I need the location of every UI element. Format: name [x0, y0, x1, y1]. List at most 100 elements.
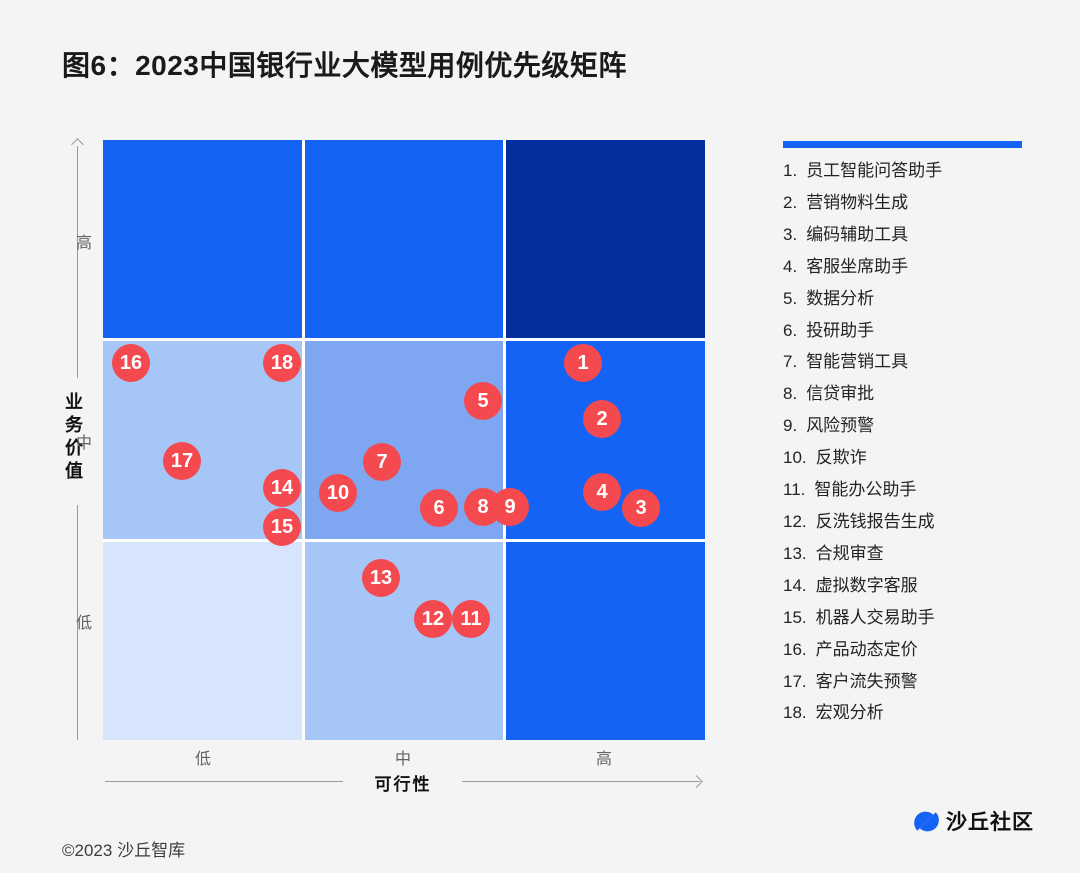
use-case-dot-4: 4	[583, 473, 621, 511]
brand-lockup: 沙丘社区	[913, 806, 1034, 836]
page-title: 图6：2023中国银行业大模型用例优先级矩阵	[62, 50, 627, 81]
legend-item-label: 风险预警	[806, 416, 875, 436]
legend-item-number: 13.	[783, 543, 807, 563]
x-axis-arrow-icon	[690, 775, 703, 788]
use-case-dot-13: 13	[362, 559, 400, 597]
legend-item-label: 机器人交易助手	[815, 607, 935, 627]
use-case-dot-1: 1	[564, 344, 602, 382]
legend-item-number: 16.	[783, 639, 807, 659]
use-case-dot-2: 2	[583, 400, 621, 438]
legend-item-label: 营销物料生成	[806, 192, 909, 212]
legend-item-label: 虚拟数字客服	[815, 575, 918, 595]
legend-item-14: 14. 虚拟数字客服	[783, 570, 1033, 602]
legend-item-number: 5.	[783, 288, 798, 308]
legend-item-label: 产品动态定价	[815, 639, 918, 659]
legend-item-1: 1. 员工智能问答助手	[783, 155, 1033, 187]
legend-item-number: 14.	[783, 575, 807, 595]
legend-item-number: 15.	[783, 607, 807, 627]
legend-item-number: 1.	[783, 161, 798, 180]
legend-item-8: 8. 信贷审批	[783, 378, 1033, 410]
legend-item-number: 3.	[783, 224, 798, 244]
matrix-cell	[103, 542, 302, 740]
legend-item-number: 8.	[783, 384, 798, 404]
legend-item-12: 12. 反洗钱报告生成	[783, 506, 1033, 538]
legend-item-label: 信贷审批	[806, 384, 875, 404]
use-case-dot-10: 10	[319, 474, 357, 512]
use-case-dot-5: 5	[464, 382, 502, 420]
use-case-dot-14: 14	[263, 469, 301, 507]
y-tick-low: 低	[75, 615, 92, 632]
legend-item-2: 2. 营销物料生成	[783, 187, 1033, 219]
legend-list: 1. 员工智能问答助手 2. 营销物料生成 3. 编码辅助工具 4. 客服坐席助手 5. 数据分析…	[783, 155, 1033, 729]
matrix-cell	[304, 542, 504, 740]
use-case-dot-9: 9	[491, 488, 529, 526]
legend-item-13: 13. 合规审查	[783, 538, 1033, 570]
use-case-dot-12: 12	[414, 600, 452, 638]
legend-item-label: 反欺诈	[815, 448, 867, 468]
use-case-dot-18: 18	[263, 344, 301, 382]
legend-item-label: 反洗钱报告生成	[815, 511, 935, 531]
matrix-cell	[304, 140, 504, 338]
legend-item-11: 11. 智能办公助手	[783, 474, 1033, 506]
legend-item-number: 18.	[783, 703, 807, 723]
legend-item-number: 2.	[783, 192, 798, 212]
legend-accent-bar	[783, 141, 1022, 148]
legend-item-label: 数据分析	[806, 288, 875, 308]
legend: 1. 员工智能问答助手 2. 营销物料生成 3. 编码辅助工具 4. 客服坐席助手 5. 数据分析…	[783, 141, 1033, 729]
matrix-cell	[506, 542, 705, 740]
legend-item-7: 7. 智能营销工具	[783, 346, 1033, 378]
brand-logo-icon	[914, 811, 939, 831]
legend-item-17: 17. 客户流失预警	[783, 666, 1033, 698]
use-case-dot-3: 3	[622, 489, 660, 527]
legend-item-number: 10.	[783, 448, 807, 468]
legend-item-4: 4. 客服坐席助手	[783, 251, 1033, 283]
legend-item-label: 宏观分析	[815, 703, 884, 723]
legend-item-3: 3. 编码辅助工具	[783, 219, 1033, 251]
legend-item-label: 员工智能问答助手	[806, 161, 943, 180]
legend-item-label: 客服坐席助手	[806, 256, 909, 276]
copyright-text: ©2023 沙丘智库	[62, 841, 186, 860]
use-case-dot-15: 15	[263, 508, 301, 546]
legend-item-number: 7.	[783, 352, 798, 372]
legend-item-number: 12.	[783, 511, 807, 531]
use-case-dot-7: 7	[363, 443, 401, 481]
x-tick-mid: 中	[394, 751, 411, 768]
x-axis-line-left	[105, 781, 343, 782]
legend-item-10: 10. 反欺诈	[783, 442, 1033, 474]
legend-item-label: 智能营销工具	[806, 352, 909, 372]
use-case-dot-6: 6	[420, 489, 458, 527]
legend-item-number: 6.	[783, 320, 798, 340]
priority-matrix: 16 18 1 5 2 17 7 14 10 4 15 6 8 9 3 13 12 11	[103, 140, 705, 740]
x-axis-label: 可行性	[374, 775, 432, 794]
x-tick-low: 低	[194, 751, 211, 768]
legend-item-number: 17.	[783, 671, 807, 691]
legend-item-16: 16. 产品动态定价	[783, 634, 1033, 666]
y-axis-line-upper	[77, 146, 78, 378]
legend-item-label: 投研助手	[806, 320, 875, 340]
legend-item-18: 18. 宏观分析	[783, 697, 1033, 729]
use-case-dot-11: 11	[452, 600, 490, 638]
legend-item-label: 编码辅助工具	[806, 224, 909, 244]
matrix-cell	[103, 140, 302, 338]
x-axis-line-right	[462, 781, 700, 782]
brand-name: 沙丘社区	[946, 811, 1034, 834]
use-case-dot-17: 17	[163, 442, 201, 480]
x-tick-high: 高	[595, 751, 612, 768]
legend-item-5: 5. 数据分析	[783, 283, 1033, 315]
legend-item-9: 9. 风险预警	[783, 410, 1033, 442]
legend-item-number: 9.	[783, 416, 798, 436]
legend-item-number: 11.	[783, 480, 806, 500]
y-axis-label: 业务价值	[63, 392, 83, 484]
legend-item-6: 6. 投研助手	[783, 315, 1033, 347]
use-case-dot-16: 16	[112, 344, 150, 382]
y-tick-high: 高	[75, 235, 92, 252]
legend-item-label: 客户流失预警	[815, 671, 918, 691]
legend-item-label: 智能办公助手	[814, 480, 917, 500]
legend-item-number: 4.	[783, 256, 798, 276]
matrix-cell	[506, 140, 705, 338]
legend-item-15: 15. 机器人交易助手	[783, 602, 1033, 634]
y-axis-line-lower	[77, 505, 78, 740]
legend-item-label: 合规审查	[815, 543, 884, 563]
y-tick-mid: 中	[75, 435, 92, 452]
